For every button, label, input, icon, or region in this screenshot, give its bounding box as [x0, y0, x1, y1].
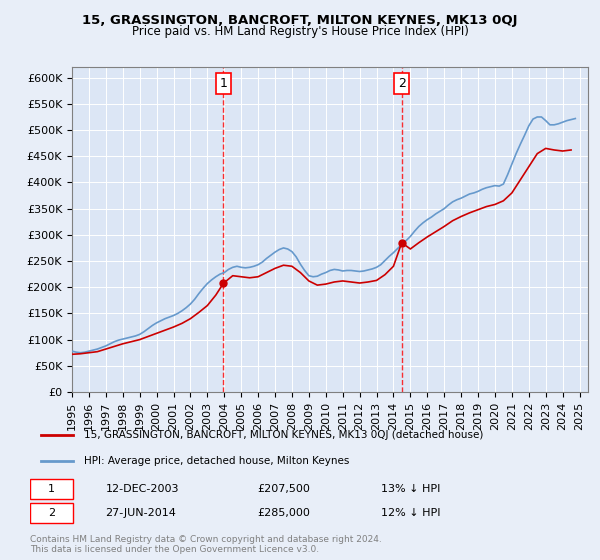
- Text: 27-JUN-2014: 27-JUN-2014: [106, 508, 176, 518]
- Text: 1: 1: [220, 77, 227, 90]
- Text: Price paid vs. HM Land Registry's House Price Index (HPI): Price paid vs. HM Land Registry's House …: [131, 25, 469, 38]
- Text: 15, GRASSINGTON, BANCROFT, MILTON KEYNES, MK13 0QJ: 15, GRASSINGTON, BANCROFT, MILTON KEYNES…: [82, 14, 518, 27]
- Point: [218, 279, 228, 288]
- Text: 2: 2: [398, 77, 406, 90]
- Text: £285,000: £285,000: [257, 508, 310, 518]
- Text: Contains HM Land Registry data © Crown copyright and database right 2024.
This d: Contains HM Land Registry data © Crown c…: [30, 535, 382, 554]
- Point: [397, 238, 407, 247]
- Text: 15, GRASSINGTON, BANCROFT, MILTON KEYNES, MK13 0QJ (detached house): 15, GRASSINGTON, BANCROFT, MILTON KEYNES…: [84, 431, 484, 440]
- FancyBboxPatch shape: [30, 503, 73, 523]
- Text: 12% ↓ HPI: 12% ↓ HPI: [381, 508, 440, 518]
- Text: 13% ↓ HPI: 13% ↓ HPI: [381, 484, 440, 494]
- FancyBboxPatch shape: [30, 479, 73, 499]
- Text: 12-DEC-2003: 12-DEC-2003: [106, 484, 179, 494]
- Text: HPI: Average price, detached house, Milton Keynes: HPI: Average price, detached house, Milt…: [84, 456, 349, 465]
- Text: 1: 1: [48, 484, 55, 494]
- Text: 2: 2: [48, 508, 55, 518]
- Text: £207,500: £207,500: [257, 484, 310, 494]
